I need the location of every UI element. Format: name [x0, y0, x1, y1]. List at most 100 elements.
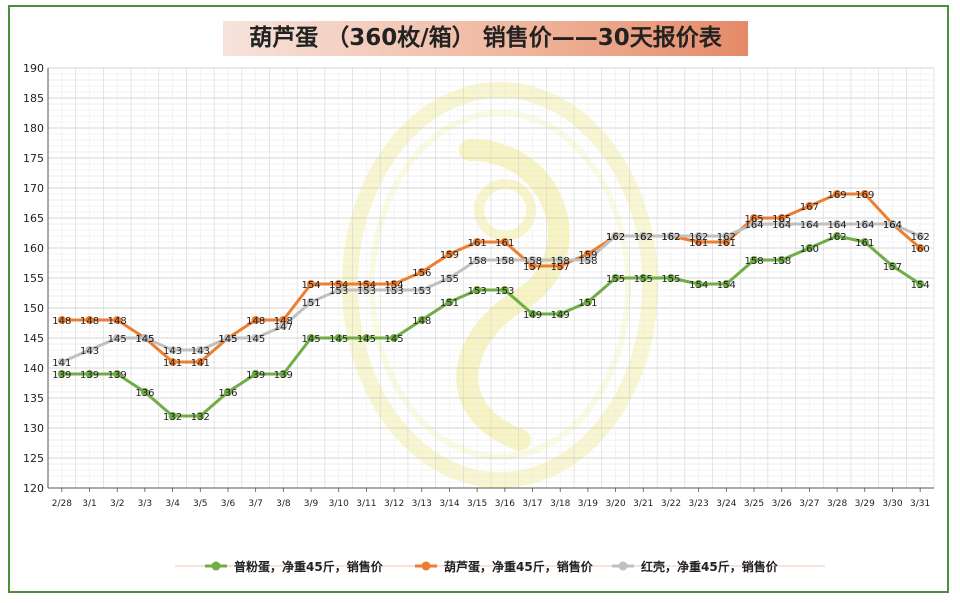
data-label: 162: [717, 232, 736, 243]
y-tick-label: 140: [23, 362, 44, 375]
data-point: [916, 244, 925, 252]
series-2: [57, 220, 925, 366]
data-label: 158: [551, 256, 570, 267]
data-label: 145: [135, 334, 154, 345]
data-point: [528, 256, 537, 264]
data-label: 155: [661, 274, 680, 285]
data-label: 165: [744, 214, 763, 225]
x-tick-label: 3/20: [605, 499, 625, 509]
data-label: 161: [855, 238, 874, 249]
data-label: 141: [52, 358, 71, 369]
chart-title: 葫芦蛋 （360枚/箱） 销售价——30天报价表: [249, 25, 722, 51]
data-point: [223, 334, 232, 342]
data-label: 160: [911, 244, 930, 255]
data-label: 155: [440, 274, 459, 285]
grid-lines: [47, 67, 935, 489]
data-label: 153: [329, 286, 348, 297]
data-point: [113, 334, 122, 342]
data-point: [196, 412, 205, 420]
data-label: 159: [440, 250, 459, 261]
y-tick-label: 190: [23, 62, 44, 75]
data-point: [85, 316, 94, 324]
y-tick-label: 170: [23, 182, 44, 195]
series-line: [61, 234, 921, 418]
x-tick-label: 3/9: [304, 499, 319, 509]
data-label: 165: [772, 214, 791, 225]
data-label: 154: [911, 280, 930, 291]
data-label: 160: [800, 244, 819, 255]
legend-swatch-marker: [618, 561, 628, 571]
x-tick-label: 3/28: [827, 499, 847, 509]
data-label: 156: [412, 268, 431, 279]
data-point: [500, 238, 509, 246]
x-tick-label: 3/23: [689, 499, 709, 509]
data-point: [140, 388, 149, 396]
x-tick-label: 3/2: [110, 499, 124, 509]
data-point: [556, 262, 565, 270]
chart-frame: [8, 5, 949, 593]
data-label: 154: [357, 280, 376, 291]
series-line: [61, 192, 922, 364]
data-point: [666, 232, 675, 240]
data-point: [777, 256, 786, 264]
legend-label: 葫芦蛋，净重45斤，销售价: [444, 559, 594, 574]
x-axis-ticks: 2/28 3/1 3/2 3/3 3/4 3/5 3/6 3/7 3/8 3/9 3/10 3/11 3…: [52, 488, 930, 509]
data-label: 162: [634, 232, 653, 243]
data-point: [445, 298, 454, 306]
data-point: [805, 202, 814, 210]
data-label: 161: [717, 238, 736, 249]
data-point: [916, 232, 925, 240]
data-point: [57, 316, 66, 324]
data-label: 139: [274, 370, 293, 381]
data-point: [583, 298, 592, 306]
data-point: [168, 358, 177, 366]
data-label: 154: [717, 280, 736, 291]
data-point: [888, 220, 897, 228]
y-tick-label: 145: [23, 332, 44, 345]
data-label: 151: [301, 298, 320, 309]
data-point: [694, 238, 703, 246]
data-label: 162: [606, 232, 625, 243]
data-label: 167: [800, 202, 819, 213]
data-point: [362, 286, 371, 294]
data-label: 162: [661, 232, 680, 243]
data-point: [390, 286, 399, 294]
data-point: [279, 316, 288, 324]
data-label: 139: [52, 370, 71, 381]
data-point: [279, 370, 288, 378]
data-point: [583, 256, 592, 264]
data-label: 149: [523, 310, 542, 321]
data-label: 158: [468, 256, 487, 267]
x-tick-label: 3/13: [412, 499, 432, 509]
data-label: 162: [689, 232, 708, 243]
data-point: [334, 286, 343, 294]
data-point: [417, 268, 426, 276]
data-label: 145: [218, 334, 237, 345]
y-tick-label: 175: [23, 152, 44, 165]
data-label: 149: [551, 310, 570, 321]
data-point: [916, 280, 925, 288]
x-tick-label: 3/30: [882, 499, 902, 509]
data-label: 145: [385, 334, 404, 345]
data-point: [251, 334, 260, 342]
x-tick-label: 3/18: [550, 499, 570, 509]
data-point: [639, 232, 648, 240]
data-point: [556, 310, 565, 318]
data-point: [307, 298, 316, 306]
data-point: [417, 316, 426, 324]
data-label: 151: [440, 298, 459, 309]
data-point: [694, 280, 703, 288]
data-label: 139: [80, 370, 99, 381]
data-point: [251, 316, 260, 324]
x-tick-label: 3/8: [276, 499, 291, 509]
data-point: [860, 220, 869, 228]
data-label: 161: [468, 238, 487, 249]
axes: [47, 68, 934, 489]
data-point: [168, 412, 177, 420]
legend-swatch-marker: [211, 561, 221, 571]
data-label: 155: [606, 274, 625, 285]
data-point: [833, 190, 842, 198]
x-tick-label: 3/12: [384, 499, 404, 509]
